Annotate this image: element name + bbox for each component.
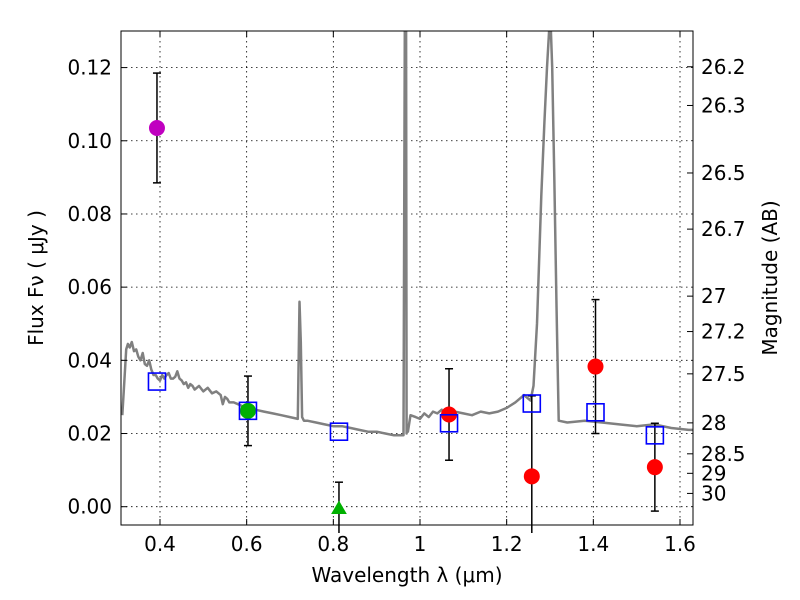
plot-frame (120, 30, 694, 526)
magnitude-tick-label: 28 (701, 411, 726, 435)
model-flux-square (439, 413, 459, 433)
magnitude-tick-label: 26.3 (701, 93, 746, 117)
magnitude-tick-label: 29 (701, 461, 726, 485)
y-axis-ticks: 0.00 0.02 0.04 0.06 0.08 0.10 0.12 (67, 56, 127, 519)
upper-limit-triangle (331, 500, 347, 515)
magnitude-tick-label: 26.5 (701, 161, 746, 185)
x-tick-label: 1.2 (491, 532, 523, 556)
data-point-circle (148, 119, 165, 136)
magnitude-tick-label: 30 (701, 481, 726, 505)
y-axis-label: Flux Fν ( μJy ) (24, 210, 48, 346)
data-point-circle (646, 459, 663, 476)
magnitude-tick-label: 26.2 (701, 55, 746, 79)
y-tick-label: 0.12 (67, 56, 112, 80)
model-flux-square (147, 372, 167, 391)
magnitude-tick-label: 26.7 (701, 217, 746, 241)
magnitude-axis-label: Magnitude (AB) (758, 200, 782, 355)
magnitude-tick-label: 28.5 (701, 442, 746, 466)
x-axis-label: Wavelength λ (μm) (311, 563, 502, 587)
x-tick-label: 0.8 (317, 532, 349, 556)
data-point-circle (587, 358, 604, 375)
magnitude-tick-label: 27 (701, 284, 726, 308)
x-tick-label: 0.6 (231, 532, 263, 556)
y-tick-label: 0.02 (67, 422, 112, 446)
y-tick-label: 0.10 (67, 129, 112, 153)
data-markers (147, 72, 665, 533)
x-tick-label: 1 (414, 532, 427, 556)
model-flux-square (238, 401, 258, 421)
magnitude-tick-label: 27.5 (701, 362, 746, 386)
model-flux-square (586, 402, 605, 422)
x-tick-label: 0.4 (144, 532, 176, 556)
data-point-circle (523, 468, 540, 485)
magnitude-tick-label: 27.2 (701, 320, 746, 344)
y-tick-label: 0.08 (67, 202, 112, 226)
y-tick-label: 0.06 (67, 275, 112, 299)
x-axis-ticks: 0.4 0.6 0.8 1 1.2 1.4 1.6 (144, 31, 696, 556)
x-tick-label: 1.4 (577, 532, 609, 556)
model-flux-square (522, 394, 542, 413)
y-tick-label: 0.00 (67, 495, 112, 519)
data-point-circle (239, 402, 256, 419)
model-flux-square (645, 426, 665, 445)
model-flux-square (329, 422, 349, 441)
x-tick-label: 1.6 (664, 532, 696, 556)
y-tick-label: 0.04 (67, 348, 112, 372)
